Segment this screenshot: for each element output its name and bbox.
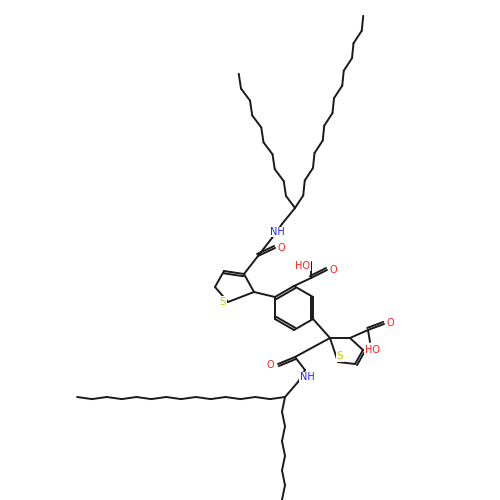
Text: HO: HO [296,261,310,271]
Text: O: O [329,265,337,275]
Text: NH: NH [270,227,284,237]
Text: NH: NH [300,372,314,382]
Text: S: S [220,297,226,307]
Text: O: O [386,318,394,328]
Text: S: S [336,351,344,361]
Text: O: O [277,243,285,253]
Text: O: O [266,360,274,370]
Text: HO: HO [364,345,380,355]
